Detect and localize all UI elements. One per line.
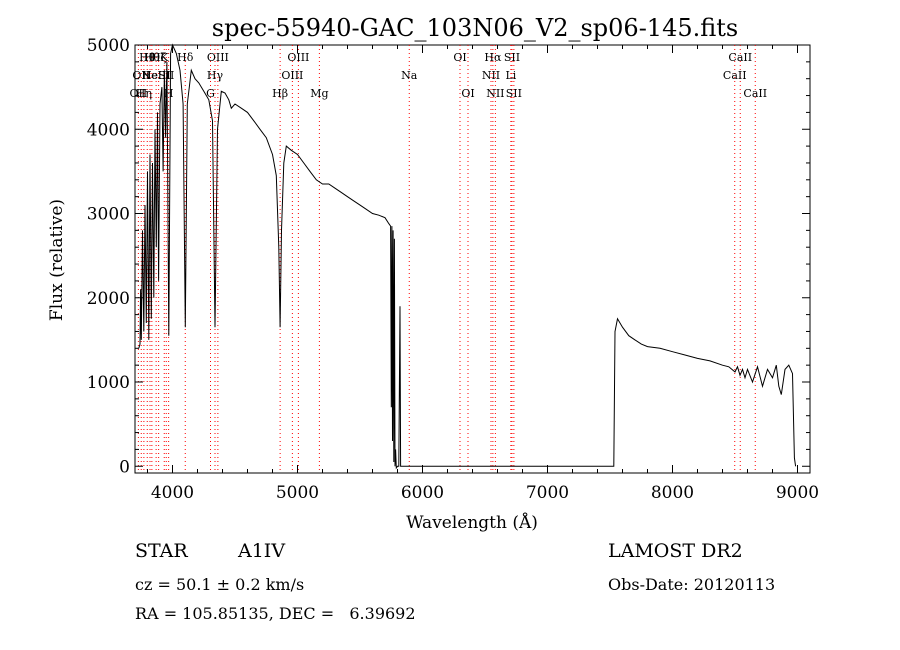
x-tick-label: 9000	[776, 483, 819, 503]
line-marker-label: OIII	[281, 69, 303, 82]
line-marker-label: Hη	[136, 87, 152, 100]
x-tick-label: 6000	[401, 483, 444, 503]
y-axis: 0 1000 2000 3000 4000 5000	[87, 36, 810, 477]
plot-frame	[134, 44, 811, 474]
line-marker-label: Hζ	[151, 51, 167, 64]
x-tick-label: 7000	[526, 483, 569, 503]
line-marker-label: OI	[461, 87, 474, 100]
line-marker-label: Li	[505, 69, 516, 82]
y-tick-label: 2000	[87, 289, 130, 309]
line-marker-label: Hγ	[207, 69, 224, 82]
y-tick-label: 0	[119, 457, 130, 477]
coordinates: RA = 105.85135, DEC = 6.39692	[135, 604, 416, 623]
chart-title: spec-55940-GAC_103N06_V2_sp06-145.fits	[212, 14, 738, 42]
line-marker-label: Hβ	[272, 87, 288, 100]
line-marker-label: H	[164, 87, 174, 100]
line-marker-label: Hα	[484, 51, 502, 64]
y-axis-label: Flux (relative)	[47, 199, 67, 321]
line-markers	[137, 45, 756, 473]
y-tick-label: 4000	[87, 120, 130, 140]
object-subclass: A1IV	[238, 540, 286, 562]
line-marker-label: CaII	[728, 51, 752, 64]
survey-label: LAMOST DR2	[608, 540, 743, 562]
line-marker-label: OII	[130, 87, 148, 100]
line-marker-label: CaII	[743, 87, 767, 100]
y-tick-label: 3000	[87, 205, 130, 225]
line-marker-label: OI	[453, 51, 466, 64]
line-marker-label: NII	[486, 87, 504, 100]
line-marker-label: Hθ	[139, 51, 156, 64]
line-marker-label: Hδ	[177, 51, 194, 64]
line-marker-label: OIII	[207, 51, 229, 64]
line-marker-label: Mg	[310, 87, 328, 100]
line-marker-label: SII	[504, 51, 520, 64]
line-marker-label: K	[160, 51, 169, 64]
x-axis-label: Wavelength (Å)	[406, 512, 538, 533]
object-class: STAR	[135, 540, 188, 562]
line-marker-label: NeIII	[142, 69, 171, 82]
x-tick-label: 5000	[276, 483, 319, 503]
line-marker-label: SII	[506, 87, 522, 100]
line-marker-label: He	[142, 69, 158, 82]
line-marker-label: G	[206, 87, 215, 100]
spectrum-series-line	[138, 43, 797, 470]
line-marker-label: CaII	[723, 69, 747, 82]
y-tick-label: 5000	[87, 36, 130, 56]
x-axis: 4000 5000 6000 7000 8000 9000	[147, 45, 819, 503]
observation-date: Obs-Date: 20120113	[608, 575, 776, 594]
x-tick-label: 4000	[151, 483, 194, 503]
y-tick-label: 1000	[87, 373, 130, 393]
line-marker-label: NII	[482, 69, 500, 82]
line-marker-label: Hθ	[144, 51, 161, 64]
redshift-cz: cz = 50.1 ± 0.2 km/s	[135, 575, 305, 594]
line-marker-label: Na	[401, 69, 418, 82]
x-tick-label: 8000	[651, 483, 694, 503]
line-marker-label: OIII	[287, 51, 309, 64]
